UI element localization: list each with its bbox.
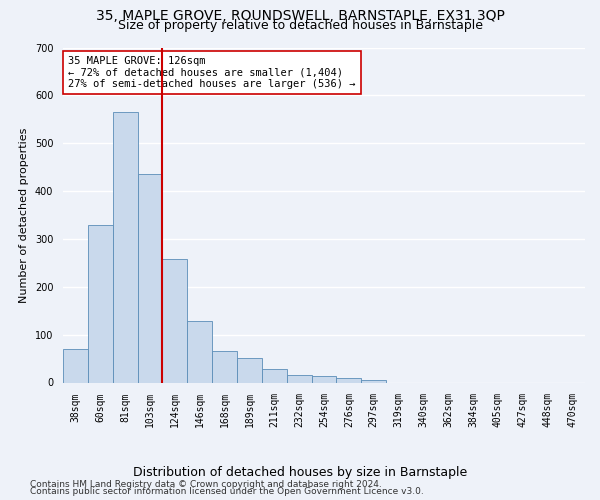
Text: Contains HM Land Registry data © Crown copyright and database right 2024.: Contains HM Land Registry data © Crown c… [30, 480, 382, 489]
Bar [237, 358, 262, 382]
Bar [212, 352, 237, 382]
Bar [137, 174, 163, 382]
Bar [262, 369, 287, 382]
Bar [361, 380, 386, 382]
Bar [113, 112, 137, 382]
Text: 35 MAPLE GROVE: 126sqm
← 72% of detached houses are smaller (1,404)
27% of semi-: 35 MAPLE GROVE: 126sqm ← 72% of detached… [68, 56, 356, 89]
Bar [287, 376, 311, 382]
Text: Contains public sector information licensed under the Open Government Licence v3: Contains public sector information licen… [30, 487, 424, 496]
Bar [187, 321, 212, 382]
Bar [63, 349, 88, 382]
Text: Size of property relative to detached houses in Barnstaple: Size of property relative to detached ho… [118, 19, 482, 32]
Y-axis label: Number of detached properties: Number of detached properties [19, 128, 29, 302]
Bar [163, 259, 187, 382]
Bar [337, 378, 361, 382]
Text: 35, MAPLE GROVE, ROUNDSWELL, BARNSTAPLE, EX31 3QP: 35, MAPLE GROVE, ROUNDSWELL, BARNSTAPLE,… [95, 9, 505, 23]
Bar [311, 376, 337, 382]
Text: Distribution of detached houses by size in Barnstaple: Distribution of detached houses by size … [133, 466, 467, 479]
Bar [88, 224, 113, 382]
